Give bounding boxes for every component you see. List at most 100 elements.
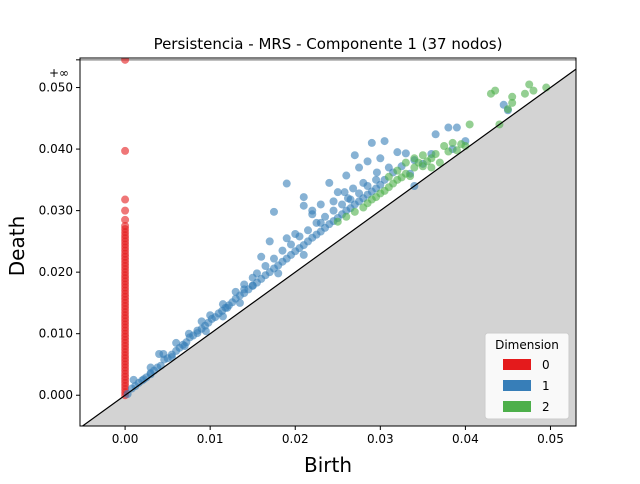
point-dim-1 [316,218,325,227]
point-dim-1 [248,273,257,282]
point-dim-2 [448,138,457,147]
point-dim-2 [350,207,359,216]
point-dim-1 [316,200,325,209]
point-dim-1 [343,194,352,203]
legend: Dimension 0 1 2 [484,332,570,420]
y-tick-label: 0.040 [39,142,73,156]
point-dim-1 [299,193,308,202]
point-dim-1 [180,342,189,350]
point-dim-1 [359,178,368,187]
point-dim-1 [257,252,266,261]
point-dim-1 [223,303,232,312]
point-dim-2 [452,146,461,155]
legend-label-dim-0: 0 [542,358,550,372]
point-dim-1 [393,148,402,157]
point-dim-1 [269,207,278,216]
point-dim-1 [172,338,181,347]
point-dim-0 [121,58,130,64]
infinity-tick-label: +∞ [49,66,69,80]
point-dim-1 [380,137,389,146]
point-dim-0 [121,146,130,155]
point-dim-1 [372,175,381,184]
series-dim-1 [123,100,512,398]
series-dim-2 [333,80,551,226]
point-dim-1 [248,281,257,290]
point-dim-2 [525,80,534,89]
point-dim-2 [508,98,517,107]
point-dim-1 [146,363,155,372]
point-dim-1 [363,157,372,166]
point-dim-0 [121,206,130,215]
point-dim-1 [235,298,244,307]
point-dim-2 [393,166,402,175]
y-axis-label: Death [5,216,29,276]
point-dim-1 [342,171,351,180]
x-axis-label: Birth [304,453,352,477]
point-dim-1 [167,353,176,362]
point-dim-0 [121,215,130,224]
legend-swatch-dim-0 [503,359,531,370]
point-dim-1 [201,327,210,336]
point-dim-1 [355,189,364,198]
point-dim-1 [193,326,202,335]
point-dim-1 [367,138,376,147]
point-dim-1 [308,206,317,215]
point-dim-1 [129,375,138,384]
point-dim-1 [184,329,193,338]
x-tick-label: 0.00 [112,432,139,446]
point-dim-2 [431,150,440,158]
point-dim-1 [197,317,206,326]
point-dim-2 [435,158,444,167]
point-dim-1 [444,123,453,132]
legend-title: Dimension [495,338,559,352]
point-dim-2 [406,172,415,181]
point-dim-2 [508,92,517,101]
point-dim-2 [491,86,500,95]
point-dim-1 [338,200,347,209]
point-dim-1 [286,240,295,249]
point-dim-1 [333,188,342,197]
point-dim-2 [440,142,449,150]
point-dim-1 [155,350,164,358]
point-dim-1 [291,230,300,238]
point-dim-1 [218,312,227,321]
chart-title: Persistencia - MRS - Componente 1 (37 no… [154,35,503,53]
point-dim-1 [452,123,461,132]
plot-area [80,58,576,426]
point-dim-1 [376,154,385,163]
series-dim-0 [121,58,130,400]
point-dim-1 [325,178,334,187]
y-tick-label: 0.020 [39,265,73,279]
point-dim-1 [261,262,270,270]
point-dim-1 [401,149,410,158]
point-dim-2 [342,212,351,221]
x-tick-label: 0.03 [367,432,394,446]
point-dim-1 [278,246,287,255]
y-tick-label: 0.000 [39,388,73,402]
point-dim-1 [329,197,338,206]
legend-box [484,332,570,420]
point-dim-1 [372,168,381,177]
point-dim-1 [240,285,249,294]
point-dim-1 [146,370,155,379]
point-dim-1 [299,201,308,210]
point-dim-1 [274,269,283,278]
point-dim-1 [282,234,291,243]
point-dim-1 [269,254,278,263]
point-dim-2 [427,163,436,172]
point-dim-2 [465,120,474,129]
legend-label-dim-1: 1 [542,379,550,393]
legend-swatch-dim-2 [503,401,531,412]
point-dim-2 [457,140,466,149]
y-tick-label: 0.030 [39,204,73,218]
point-dim-1 [299,250,308,259]
diagonal-line [81,68,576,426]
point-dim-0 [121,222,130,230]
point-dim-2 [401,158,410,167]
point-dim-2 [333,217,342,226]
y-tick-label: 0.050 [39,81,73,95]
point-dim-2 [410,154,419,163]
point-dim-2 [529,86,538,95]
